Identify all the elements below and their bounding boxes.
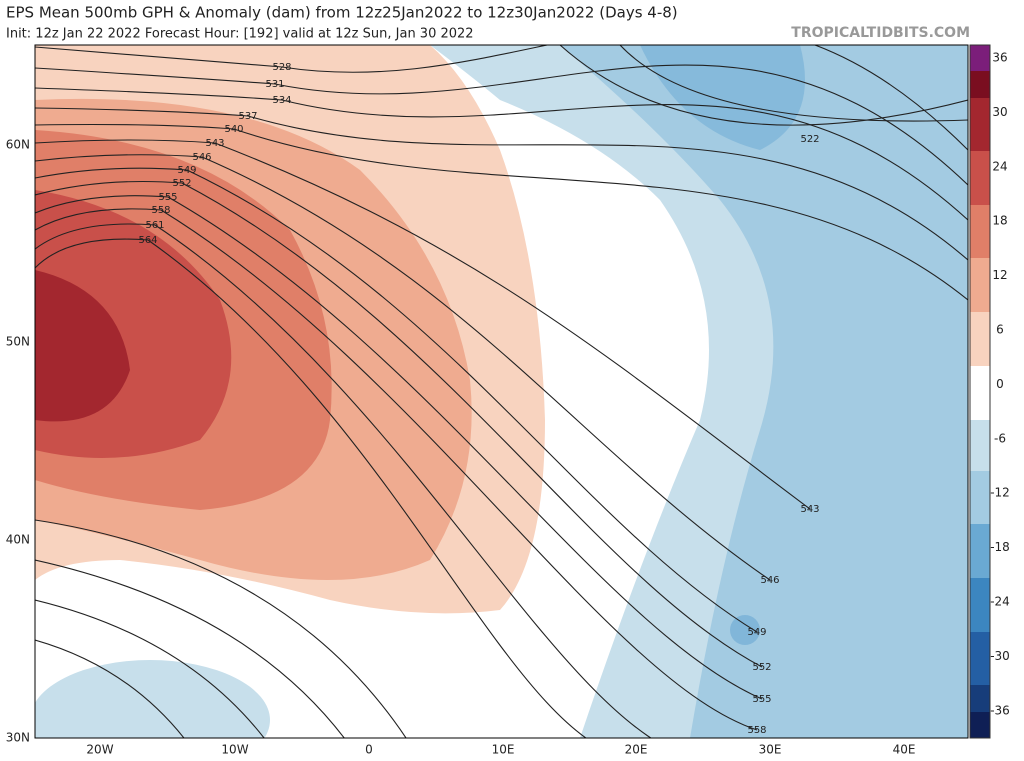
lat-label: 30N [6, 731, 30, 745]
contour-line [35, 64, 968, 186]
colorbar-segment [970, 45, 990, 71]
contour-label: 552 [172, 178, 191, 189]
contour-line [35, 238, 587, 738]
contour-line [35, 107, 968, 261]
colorbar-label: 24 [992, 159, 1007, 173]
contour-label: 537 [238, 111, 257, 122]
contour-label: 543 [205, 138, 224, 149]
subtitle: Init: 12z Jan 22 2022 Forecast Hour: [19… [6, 27, 474, 42]
colorbar-label: 30 [992, 105, 1007, 119]
contour-line [35, 195, 763, 700]
colorbar-segment [970, 71, 990, 98]
contour-label: 552 [752, 662, 771, 673]
colorbar-segment [970, 524, 990, 578]
colorbar-label: -30 [990, 649, 1010, 663]
colorbar-frame [969, 44, 991, 739]
title: EPS Mean 500mb GPH & Anomaly (dam) from … [6, 4, 678, 22]
lon-label: 20E [625, 743, 648, 757]
colorbar-label: 12 [992, 268, 1007, 282]
height-contours [35, 45, 968, 738]
contour-line [619, 45, 968, 122]
contour-label: 531 [265, 79, 284, 90]
negative-anomaly [730, 615, 760, 645]
contour-label: 561 [145, 220, 164, 231]
contour-line [35, 639, 185, 738]
contour-label: 546 [192, 152, 211, 163]
map-area [35, 45, 968, 738]
colorbar-segment [970, 205, 990, 258]
colorbar-label: 6 [996, 323, 1004, 337]
lon-label: 10W [221, 743, 248, 757]
colorbar-label: -36 [990, 703, 1010, 717]
contour-line [35, 45, 968, 151]
lat-label: 60N [6, 138, 30, 152]
contour-label: 549 [747, 627, 766, 638]
contour-label: 564 [138, 235, 157, 246]
colorbar-segment [970, 366, 990, 391]
negative-anomaly [640, 45, 805, 150]
lon-label: 20W [86, 743, 113, 757]
site-name: TROPICALTIDBITS.COM [791, 25, 970, 41]
contour-label: 534 [272, 95, 291, 106]
colorbar-segment [970, 312, 990, 366]
colorbar-label: -24 [990, 595, 1010, 609]
contour-line [35, 208, 758, 731]
contour-line [35, 154, 771, 581]
contour-line [35, 519, 407, 738]
colorbar-segment [970, 420, 990, 471]
contour-line [35, 223, 653, 738]
colorbar-label: -6 [994, 431, 1006, 445]
contour-label: 555 [752, 694, 771, 705]
positive-anomaly [35, 270, 130, 422]
contour-label: 543 [800, 504, 819, 515]
colorbar-segment [970, 712, 990, 738]
lat-label: 50N [6, 335, 30, 349]
lon-label: 30E [759, 743, 782, 757]
lat-label: 40N [6, 533, 30, 547]
colorbar-segment [970, 151, 990, 205]
contour-line [35, 139, 811, 510]
negative-anomaly [35, 660, 270, 738]
lon-label: 40E [893, 743, 916, 757]
contour-line [35, 559, 345, 738]
contour-line [35, 123, 968, 301]
contour-label: 522 [800, 134, 819, 145]
map-frame [34, 44, 969, 739]
contour-label: 540 [224, 124, 243, 135]
contour-line [35, 180, 763, 668]
colorbar-segment [970, 685, 990, 712]
contour-label: 558 [747, 725, 766, 736]
colorbar-segment [970, 632, 990, 685]
lon-label: 10E [492, 743, 515, 757]
contour-line [35, 87, 968, 221]
colorbar-segment [970, 578, 990, 632]
negative-anomaly [560, 45, 968, 738]
colorbar-segment [970, 471, 990, 524]
colorbar: 36 30 24 18 12 6 0 -6 -12 -18 -24 -30 -36 [969, 44, 1010, 739]
colorbar-label: -18 [990, 540, 1010, 554]
colorbar-segment [970, 258, 990, 312]
colorbar-segment [970, 98, 990, 151]
contour-line [35, 599, 265, 738]
contour-label: 528 [272, 62, 291, 73]
colorbar-label: 0 [996, 377, 1004, 391]
contour-label: 549 [177, 165, 196, 176]
contour-line [35, 167, 758, 633]
colorbar-label: 36 [992, 51, 1007, 65]
contour-label: 558 [151, 205, 170, 216]
colorbar-label: 18 [992, 214, 1007, 228]
contour-label: 555 [158, 192, 177, 203]
contour-label: 546 [760, 575, 779, 586]
lon-label: 0 [365, 743, 373, 757]
colorbar-label: -12 [990, 486, 1010, 500]
colorbar-segment [970, 391, 990, 420]
contour-line [559, 45, 968, 126]
